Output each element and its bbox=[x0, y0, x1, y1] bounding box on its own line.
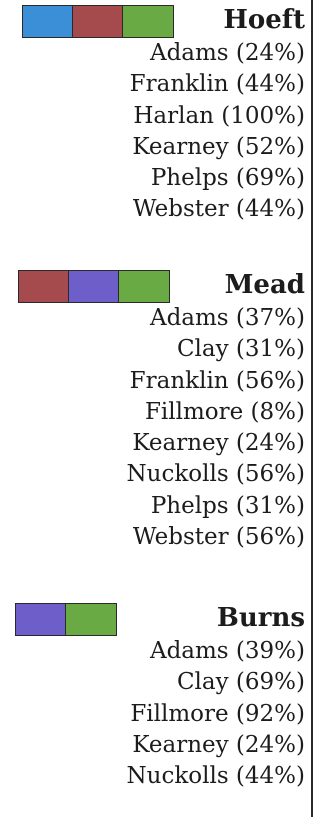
county-entry: Adams (37%) bbox=[149, 305, 305, 331]
county-entry: Webster (44%) bbox=[132, 196, 305, 223]
county-entry: Phelps (31%) bbox=[150, 492, 305, 519]
color-swatches bbox=[22, 5, 174, 38]
county-entry: Nuckolls (56%) bbox=[126, 461, 306, 488]
color-swatch bbox=[73, 6, 123, 37]
candidate-name: Burns bbox=[216, 603, 305, 633]
county-entry: Clay (31%) bbox=[176, 336, 305, 363]
county-entry: Adams (39%) bbox=[149, 638, 305, 664]
county-entry: Kearney (24%) bbox=[132, 731, 305, 758]
candidate-block-burns: Burns Adams (39%) Clay (69%) Fillmore (9… bbox=[0, 598, 311, 792]
county-entry: Adams (24%) bbox=[149, 40, 305, 66]
county-entry: Webster (56%) bbox=[132, 524, 305, 551]
candidate-block-mead: Mead Adams (37%) Clay (31%) Franklin (56… bbox=[0, 265, 311, 553]
county-entry: Clay (69%) bbox=[176, 669, 305, 696]
color-swatch bbox=[69, 271, 119, 302]
color-swatch bbox=[119, 271, 169, 302]
candidate-header: Hoeft bbox=[0, 0, 311, 38]
color-swatch bbox=[19, 271, 69, 302]
county-entry: Kearney (24%) bbox=[132, 430, 305, 457]
county-entry: Franklin (56%) bbox=[129, 367, 305, 394]
candidate-block-hoeft: Hoeft Adams (24%) Franklin (44%) Harlan … bbox=[0, 0, 311, 226]
color-swatches bbox=[15, 603, 117, 636]
color-swatches bbox=[18, 270, 170, 303]
vertical-rule bbox=[311, 0, 313, 817]
county-entry: Harlan (100%) bbox=[133, 102, 305, 129]
county-entry: Kearney (52%) bbox=[132, 133, 305, 160]
candidate-name: Mead bbox=[224, 270, 305, 300]
color-swatch bbox=[123, 6, 173, 37]
candidate-header: Burns bbox=[0, 598, 311, 636]
color-swatch bbox=[66, 604, 116, 635]
county-entry: Fillmore (8%) bbox=[144, 398, 305, 425]
color-swatch bbox=[23, 6, 73, 37]
county-entry: Phelps (69%) bbox=[150, 165, 305, 192]
county-entry: Franklin (44%) bbox=[129, 71, 305, 98]
candidate-name: Hoeft bbox=[223, 5, 305, 35]
county-entry: Nuckolls (44%) bbox=[126, 763, 306, 790]
color-swatch bbox=[16, 604, 66, 635]
county-entry: Fillmore (92%) bbox=[130, 700, 305, 727]
candidate-header: Mead bbox=[0, 265, 311, 303]
